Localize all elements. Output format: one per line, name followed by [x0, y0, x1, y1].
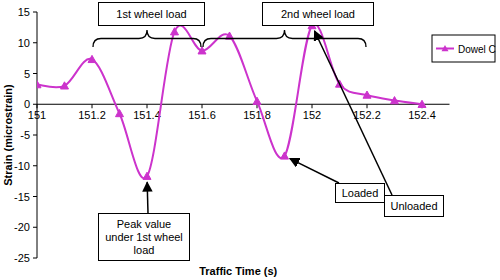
annotation-arrow	[315, 31, 392, 195]
x-tick-label: 151.4	[133, 109, 161, 121]
x-tick	[92, 104, 93, 108]
y-tick	[33, 42, 37, 43]
x-tick	[37, 104, 38, 108]
series-marker	[253, 97, 261, 104]
x-tick-label: 151.2	[78, 109, 106, 121]
series-marker	[37, 81, 41, 88]
x-tick	[202, 104, 203, 108]
y-tick	[33, 12, 37, 13]
legend-marker	[442, 45, 449, 51]
series-marker	[418, 100, 426, 107]
series-marker	[61, 82, 69, 89]
x-tick	[367, 104, 368, 108]
x-tick-label: 152	[303, 109, 321, 121]
annotation: 1st wheel load	[98, 2, 205, 26]
y-tick-label: 15	[18, 6, 30, 18]
y-tick	[33, 227, 37, 228]
y-tick-label: -5	[20, 129, 30, 141]
plot-area	[37, 22, 426, 180]
series-marker	[88, 55, 96, 62]
x-axis-line	[37, 104, 450, 105]
annotation: 2nd wheel load	[262, 2, 374, 26]
y-tick	[33, 165, 37, 166]
y-tick-label: 10	[18, 37, 30, 49]
x-tick	[147, 104, 148, 108]
x-tick-label: 151	[28, 109, 46, 121]
x-tick	[312, 104, 313, 108]
x-tick-label: 152.2	[353, 109, 381, 121]
chart-svg: -25-20-15-10-5051015151151.2151.4151.615…	[0, 0, 500, 280]
series-marker	[171, 28, 179, 35]
legend: Dowel C	[432, 35, 496, 62]
y-tick	[33, 135, 37, 136]
annotation-arrow	[290, 159, 339, 183]
y-tick	[33, 196, 37, 197]
annotation: Peak value under 1st wheel load	[98, 213, 190, 261]
y-tick	[33, 73, 37, 74]
y-tick-label: -25	[14, 252, 30, 264]
x-tick-label: 152.4	[408, 109, 436, 121]
series-marker	[363, 91, 371, 98]
legend-box	[432, 35, 495, 62]
chart-container: -25-20-15-10-5051015151151.2151.4151.615…	[0, 0, 500, 280]
y-axis-title: Strain (microstrain)	[2, 84, 14, 186]
x-tick-label: 151.6	[188, 109, 216, 121]
series-marker	[281, 152, 289, 159]
y-tick-label: -10	[14, 160, 30, 172]
series-marker	[143, 172, 151, 179]
x-tick-label: 151.8	[243, 109, 271, 121]
y-tick	[33, 104, 37, 105]
y-tick-label: -15	[14, 191, 30, 203]
annotation-arrow	[146, 182, 148, 213]
series-line	[37, 24, 422, 178]
annotation: Unloaded	[384, 195, 444, 217]
series-marker	[116, 109, 124, 116]
y-tick-label: 5	[24, 68, 30, 80]
brace	[203, 30, 366, 47]
x-axis-title: Traffic Time (s)	[199, 265, 277, 277]
annotation: Loaded	[335, 183, 385, 203]
y-tick	[33, 258, 37, 259]
y-tick-label: -20	[14, 221, 30, 233]
brace	[93, 30, 201, 47]
series-marker	[198, 47, 206, 54]
series-marker	[391, 97, 399, 104]
legend-label: Dowel C	[458, 44, 496, 55]
